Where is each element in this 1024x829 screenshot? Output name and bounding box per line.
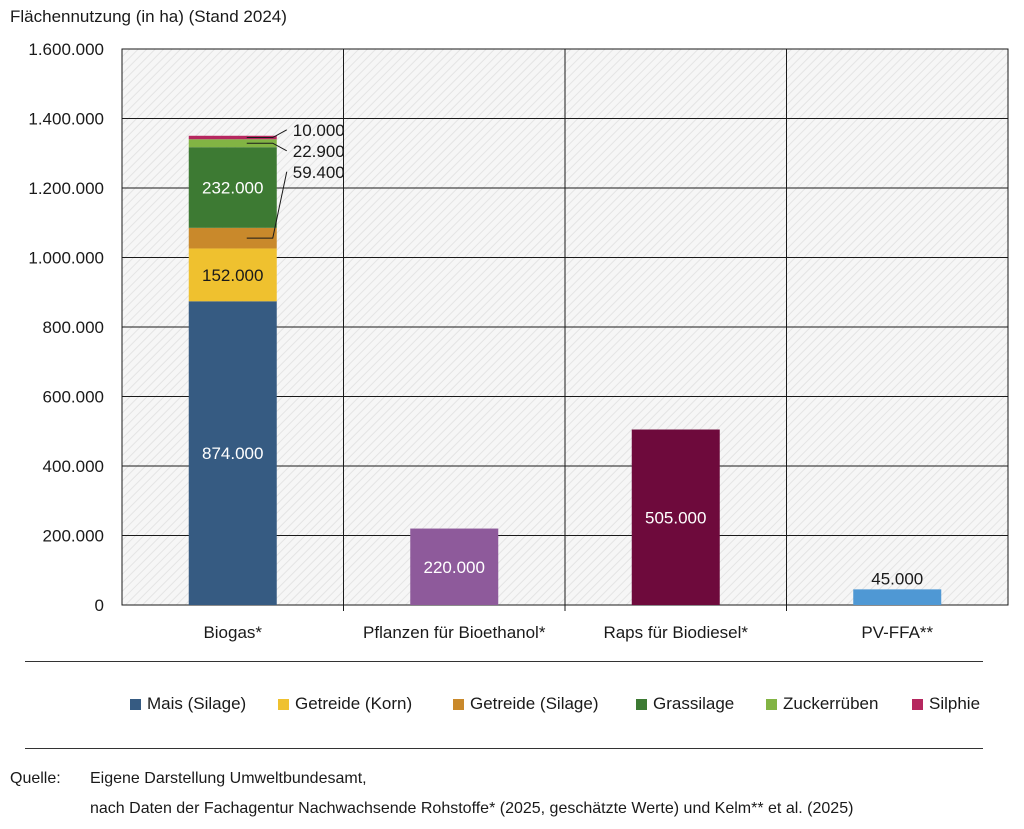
legend-label: Silphie [929,694,981,713]
chart-title: Flächennutzung (in ha) (Stand 2024) [10,7,287,26]
data-label: 874.000 [202,444,263,463]
data-label: 45.000 [871,569,923,588]
data-labels: 874.000 152.000 232.000 10.000 22.900 59.400 2… [202,121,923,589]
legend-swatch [766,698,777,710]
y-tick-label: 200.000 [43,527,104,546]
y-tick-label: 600.000 [43,388,104,407]
bar-segment-getreide-korn [188,248,277,302]
legend-swatch [453,698,464,710]
data-label: 22.900 [293,142,345,161]
y-tick-label: 0 [95,596,104,615]
x-tick-label: Biogas* [203,623,262,642]
data-label: 220.000 [424,558,485,577]
legend-label: Zuckerrüben [783,694,879,713]
bar-segment-zuckerrüben [188,139,277,148]
source-line-1: Eigene Darstellung Umweltbundesamt, [90,770,367,787]
data-label: 152.000 [202,266,263,285]
x-tick-label: Raps für Biodiesel* [603,623,748,642]
x-tick-label: PV-FFA** [861,623,933,642]
legend-swatch [130,698,141,710]
legend-item-getreide-silage: Getreide (Silage) [453,692,599,716]
divider-bottom [25,748,983,749]
data-label: 232.000 [202,179,263,198]
legend-item-mais-silage: Mais (Silage) [130,692,246,716]
legend-swatch [912,698,923,710]
legend-label: Getreide (Korn) [295,694,413,713]
legend-item-getreide-korn: Getreide (Korn) [278,692,412,716]
data-label: 10.000 [293,121,345,140]
source-label: Quelle: [10,770,61,787]
x-tick-label: Pflanzen für Bioethanol* [363,623,546,642]
axis-ticks: 0 200.000 400.000 600.000 800.000 1.000.000 1.… [28,40,933,642]
legend-label: Grassilage [653,694,735,713]
data-label: 505.000 [645,508,706,527]
legend-label: Mais (Silage) [147,694,247,713]
bar-pflanzen-für-bioethanol [410,528,499,605]
y-tick-label: 1.200.000 [28,179,104,198]
legend-swatch [636,698,647,710]
legend-swatch [278,698,289,710]
bar-pv-ffa [853,589,942,605]
y-tick-label: 1.600.000 [28,40,104,59]
legend-item-zuckerrüben: Zuckerrüben [766,692,878,716]
legend-item-grassilage: Grassilage [636,692,734,716]
y-tick-label: 1.400.000 [28,110,104,129]
data-label: 59.400 [293,163,345,182]
bar-segment-silphie [188,135,277,140]
legend-label: Getreide (Silage) [470,694,599,713]
callout-line [246,129,287,139]
chart: Flächennutzung (in ha) (Stand 2024) 0 200… [10,7,1009,642]
y-tick-label: 400.000 [43,457,104,476]
bar-segment-grassilage [188,147,277,228]
bar-raps-für-biodiesel [631,429,720,605]
legend-item-silphie: Silphie [912,692,980,716]
legend: Mais (Silage) Getreide (Korn) Getreide (Si… [0,692,1024,716]
source-line-2: nach Daten der Fachagentur Nachwachsende… [90,800,854,817]
bar-segment-getreide-silage [188,227,277,249]
bars [188,135,942,605]
y-tick-label: 1.000.000 [28,249,104,268]
callout-line [246,142,287,152]
y-tick-label: 800.000 [43,318,104,337]
bar-segment-mais-silage [188,301,277,605]
divider-top [25,661,983,662]
callout-line [246,171,288,239]
